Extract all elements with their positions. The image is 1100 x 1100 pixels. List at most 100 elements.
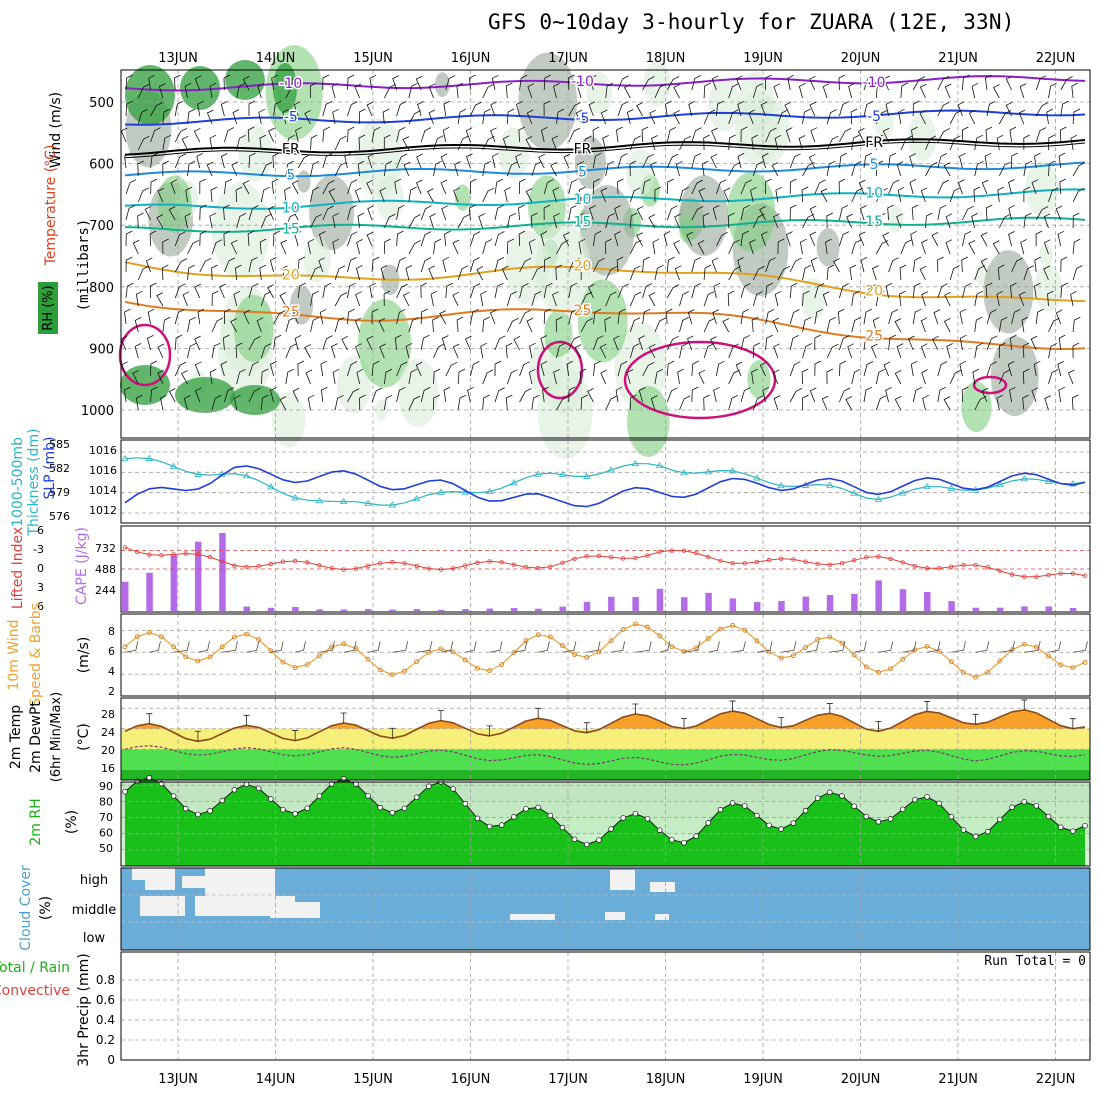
thickness-marker (777, 481, 785, 489)
minmax-bar (729, 700, 736, 712)
wind-marker (317, 653, 322, 659)
wind-marker (1046, 653, 1051, 659)
wind-barb (863, 284, 876, 299)
wind-barb (666, 153, 679, 169)
wind-barb (396, 361, 408, 377)
wind-barb (728, 162, 741, 177)
rh-marker (863, 813, 870, 820)
wind-barb (946, 343, 953, 359)
wind-barb (959, 308, 967, 325)
isotherm-label: 20 (282, 268, 300, 284)
wind-barb (838, 74, 846, 91)
wind-barb (764, 178, 772, 195)
wind-marker (596, 649, 602, 655)
wind-barb (174, 128, 187, 143)
wind-marker (122, 644, 128, 650)
wind-barb (223, 230, 231, 247)
wind-barb (614, 205, 621, 221)
wind-barb (322, 126, 330, 143)
text-layer: 13JUN13JUN14JUN14JUN15JUN15JUN16JUN16JUN… (0, 51, 1086, 1087)
wind-barb (320, 360, 327, 377)
thickness-marker (631, 459, 640, 467)
wind-barb (925, 162, 938, 177)
wind-barb (433, 238, 442, 255)
wind-barb (728, 343, 740, 359)
wind-barb (125, 179, 137, 195)
wind-barb (199, 204, 207, 221)
wind-barb (629, 265, 641, 281)
wind-barb (712, 205, 720, 221)
minmax-bar (1021, 699, 1028, 710)
wind-barb (445, 361, 458, 377)
wind-marker (304, 662, 310, 668)
thickness-tick: 582 (49, 462, 70, 475)
wind-barb (912, 282, 921, 299)
wind-barb (679, 317, 689, 333)
wind-barb (802, 264, 812, 281)
chart-title: GFS 0~10day 3-hourly for ZUARA (12E, 33N… (488, 10, 1015, 34)
lifted-marker (159, 553, 164, 558)
rh-marker (997, 816, 1003, 823)
wind-barb (156, 214, 164, 229)
surface-barb (683, 641, 701, 653)
wind-barb (826, 264, 835, 281)
rh-marker (778, 826, 784, 832)
wind-barb (648, 292, 656, 307)
wind-barb (937, 386, 947, 403)
thickness-marker (510, 479, 518, 486)
slp-line (124, 465, 1086, 508)
lifted-marker (839, 561, 845, 566)
wind-barb (519, 361, 530, 377)
wind-barb (322, 101, 333, 117)
wind-barb (408, 240, 421, 255)
wind-barb (1060, 76, 1073, 91)
wind-barb (199, 178, 206, 194)
wind-barb (773, 343, 780, 359)
wind-barb (307, 238, 315, 255)
wind-barb (882, 232, 890, 247)
wind-barb (809, 101, 817, 117)
wind-barb (121, 361, 128, 377)
cape-bar (996, 607, 1004, 611)
surface-barb (416, 641, 433, 653)
wind-barb (600, 109, 608, 125)
wind-barb (480, 342, 487, 359)
rh-title: 2m RH (28, 798, 44, 845)
wind-barb (210, 186, 218, 203)
lifted-tick: 0 (37, 562, 44, 575)
wind-marker (584, 655, 590, 660)
wind-barb (711, 75, 719, 91)
wind-barb (124, 308, 131, 325)
wind-barb (199, 257, 212, 273)
wind-barb (858, 231, 866, 247)
wind-barb (1055, 309, 1063, 325)
wind-barb (322, 153, 333, 169)
wind-barb (433, 135, 444, 151)
wind-barb (962, 126, 969, 142)
wind-barb (482, 316, 490, 333)
wind-barb (550, 162, 557, 177)
wind-barb (898, 108, 905, 125)
lifted-marker (487, 559, 492, 564)
wind-barb (211, 395, 222, 411)
thickness-marker (412, 494, 421, 502)
wind-barb (986, 100, 996, 117)
wind-barb (826, 368, 834, 385)
pressure-tick: 500 (89, 96, 114, 111)
wind-barb (677, 368, 684, 385)
wind-barb (135, 394, 143, 411)
wind-barb (1058, 334, 1066, 351)
wind-marker (730, 623, 735, 628)
wind-barb (556, 108, 565, 125)
isotherm-label: 15 (574, 215, 592, 231)
wind-barb (636, 102, 643, 117)
wind-barb (761, 153, 769, 169)
wind-barb (909, 179, 917, 195)
date-label-top: 16JUN (451, 51, 491, 66)
wind-barb (691, 257, 701, 273)
cape-bar (559, 606, 566, 611)
lifted-title: Lifted Index (10, 527, 26, 609)
surface-barb (149, 641, 161, 653)
isotherm-label: -10 (571, 74, 594, 90)
lifted-marker (766, 557, 772, 563)
